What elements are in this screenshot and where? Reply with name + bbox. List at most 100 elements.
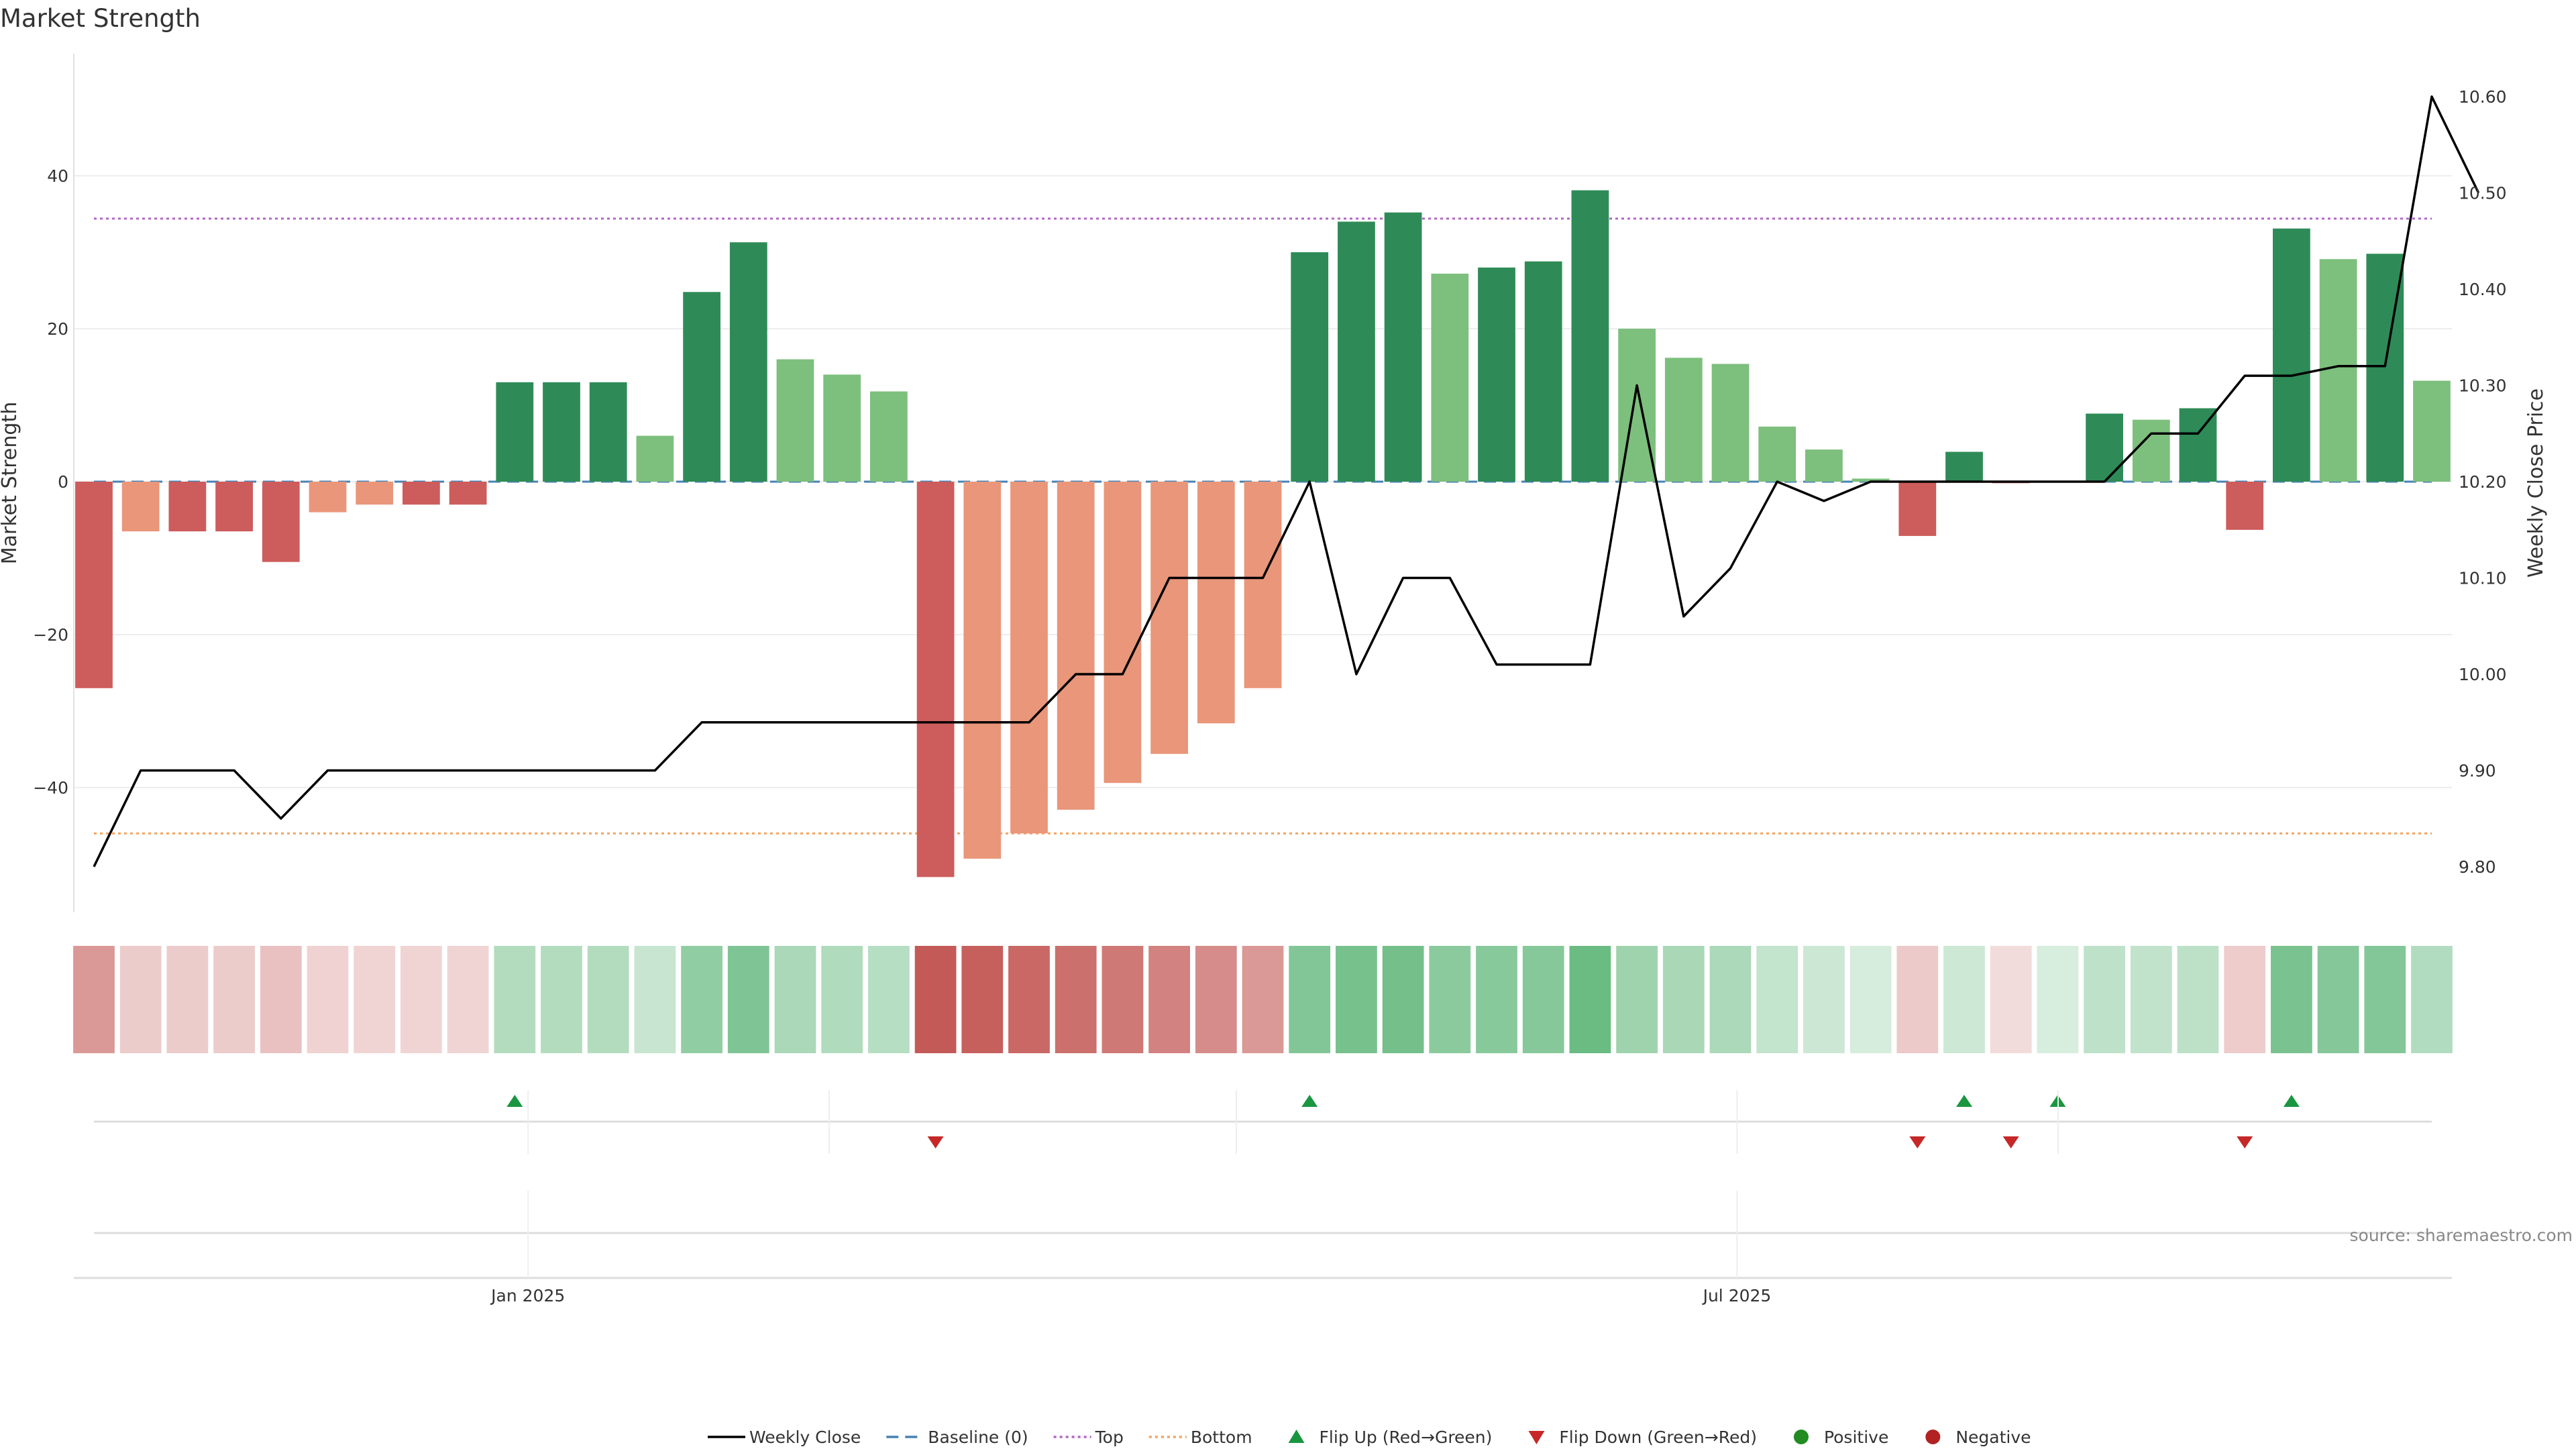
flip-down-marker <box>2237 1136 2253 1148</box>
y2-tick-label: 10.10 <box>2459 569 2507 588</box>
heat-cell <box>1990 946 2032 1053</box>
heat-cell <box>1008 946 1050 1053</box>
flip-up-marker <box>1301 1095 1318 1107</box>
strength-bar <box>1244 482 1282 688</box>
strength-bar <box>636 435 674 482</box>
y2-tick-label: 10.40 <box>2459 280 2507 299</box>
y-tick-label: 0 <box>58 472 68 492</box>
heat-cell <box>681 946 722 1053</box>
x-tick-label: Jul 2025 <box>1702 1286 1772 1305</box>
strength-bar <box>1197 482 1235 724</box>
heat-cell <box>2177 946 2219 1053</box>
heat-cell <box>447 946 489 1053</box>
y-tick-label: 40 <box>47 166 68 186</box>
strength-bar <box>121 482 160 532</box>
strength-bar <box>449 482 487 505</box>
strength-bar <box>729 242 767 482</box>
strength-bar <box>2226 482 2264 530</box>
y2-tick-label: 9.90 <box>2459 761 2496 781</box>
strength-bar <box>1010 482 1048 834</box>
heat-cell <box>400 946 442 1053</box>
heat-cell <box>2317 946 2359 1053</box>
heat-cell <box>914 946 957 1053</box>
strength-bar <box>75 482 113 688</box>
strength-bar <box>823 374 861 482</box>
legend-label: Weekly Close <box>749 1428 861 1447</box>
heat-cell <box>119 946 162 1053</box>
flip-down-marker <box>1909 1136 1926 1148</box>
heat-cell <box>541 946 582 1053</box>
bottom-panel: Jan 2025 Jul 2025 <box>74 1191 2452 1305</box>
heat-cell <box>307 946 349 1053</box>
heat-cell <box>1289 946 1331 1053</box>
heat-cell <box>1148 946 1190 1053</box>
strength-bar <box>2179 408 2217 482</box>
heat-cell <box>1195 946 1237 1053</box>
heat-cell <box>868 946 910 1053</box>
weekly-close-polyline <box>93 95 2480 867</box>
heat-cell <box>1849 946 1892 1053</box>
strength-bar <box>1524 261 1562 482</box>
flip-down-marker <box>927 1136 944 1148</box>
source-text: source: sharemaestro.com <box>2350 1226 2573 1245</box>
strength-bar <box>870 391 908 482</box>
heat-cell <box>260 946 302 1053</box>
strength-bar <box>1664 358 1703 482</box>
strength-bar <box>963 482 1002 859</box>
strength-bar <box>1338 221 1375 482</box>
y2-tick-label: 9.80 <box>2459 857 2496 877</box>
heat-cell <box>1616 946 1658 1053</box>
legend-label: Negative <box>1955 1428 2031 1447</box>
strength-bar <box>1057 482 1095 810</box>
heat-cell <box>774 946 816 1053</box>
strength-bar <box>1384 212 1422 482</box>
axes: −40 −20 0 20 40 9.80 9.90 10.00 10.10 10.20 10.30 1… <box>33 54 2507 912</box>
heat-cell <box>1569 946 1611 1053</box>
heat-cell <box>2224 946 2266 1053</box>
y2-tick-label: 10.60 <box>2459 87 2507 107</box>
strength-heat-strip <box>73 946 2453 1053</box>
heat-cell <box>2364 946 2406 1053</box>
heat-cell <box>1662 946 1705 1053</box>
heat-cell <box>354 946 396 1053</box>
heat-cell <box>73 946 115 1053</box>
legend-label: Bottom <box>1191 1428 1252 1447</box>
strength-bar <box>1104 482 1142 784</box>
heat-cell <box>1896 946 1939 1053</box>
strength-bars <box>75 190 2451 877</box>
y2-axis-label: Weekly Close Price <box>2524 388 2548 578</box>
flip-up-marker <box>2283 1095 2300 1107</box>
heat-cell <box>1102 946 1144 1053</box>
strength-bar <box>1478 267 1515 482</box>
heat-cell <box>2084 946 2125 1053</box>
heat-cell <box>213 946 255 1053</box>
strength-bar <box>402 482 440 505</box>
heat-cell <box>1709 946 1752 1053</box>
strength-bar <box>309 482 347 513</box>
y2-tick-label: 10.50 <box>2459 184 2507 203</box>
strength-bar <box>2132 419 2170 482</box>
legend-marker-triangle-down <box>1528 1431 1545 1444</box>
heat-cell <box>1803 946 1845 1053</box>
strength-bar <box>1291 252 1329 482</box>
legend-label: Top <box>1095 1428 1124 1447</box>
heat-cell <box>2130 946 2172 1053</box>
heat-cell <box>1429 946 1471 1053</box>
y-tick-label: −20 <box>33 625 68 645</box>
heat-cell <box>1055 946 1097 1053</box>
heat-cell <box>1242 946 1284 1053</box>
x-tick-label: Jan 2025 <box>490 1286 565 1305</box>
strength-bar <box>2086 413 2123 482</box>
heat-cell <box>166 946 209 1053</box>
strength-bar <box>916 482 955 877</box>
strength-bar <box>215 482 253 532</box>
strength-bar <box>2273 228 2310 482</box>
strength-bar <box>1758 426 1796 482</box>
strength-bar <box>356 482 394 505</box>
heat-cell <box>727 946 769 1053</box>
y-tick-label: 20 <box>47 319 68 339</box>
strength-bar <box>1851 478 1890 482</box>
strength-bar <box>168 482 207 532</box>
y-axis-label: Market Strength <box>0 402 21 564</box>
heat-cell <box>587 946 629 1053</box>
